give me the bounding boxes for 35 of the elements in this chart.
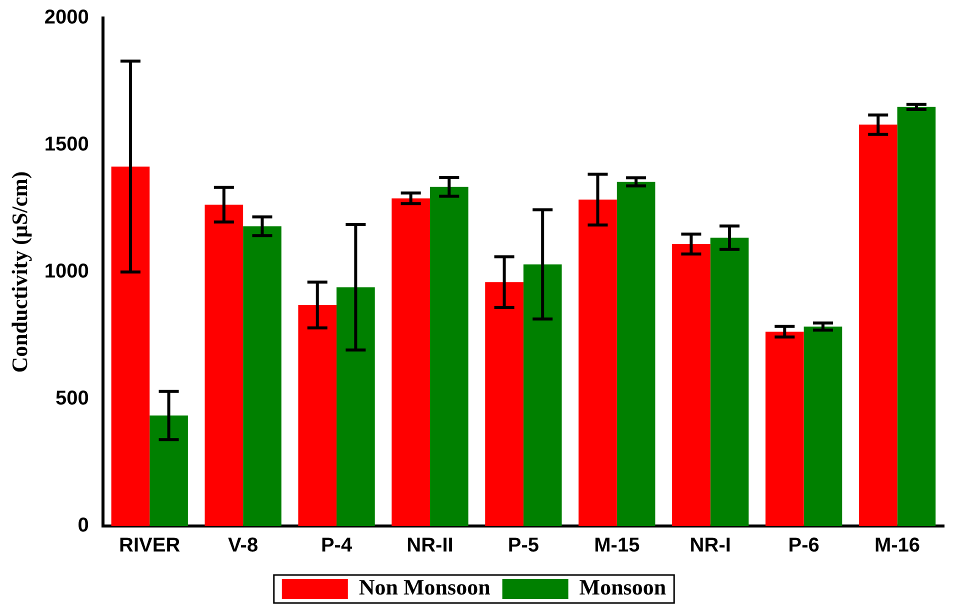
bar	[336, 287, 375, 526]
bar	[804, 326, 842, 526]
x-tick-label: P-6	[788, 534, 820, 557]
bar	[430, 186, 468, 526]
x-tick-label: M-15	[594, 534, 640, 557]
x-tick-label: M-16	[874, 534, 920, 557]
y-tick-label: 500	[56, 388, 89, 410]
bar	[485, 282, 524, 526]
legend-label: Non Monsoon	[358, 574, 490, 600]
bar	[766, 332, 804, 526]
legend-label: Monsoon	[579, 574, 666, 600]
bar	[150, 416, 188, 526]
bar	[204, 204, 244, 526]
y-tick-label: 2000	[44, 6, 89, 29]
x-tick-label: RIVER	[119, 534, 181, 557]
x-tick-label: P-4	[320, 534, 353, 557]
y-axis-title: Conductivity (µS/cm)	[6, 171, 32, 373]
bar	[392, 198, 430, 526]
bar	[858, 124, 898, 526]
x-tick-label: P-5	[508, 534, 540, 557]
bar	[672, 244, 710, 526]
bar	[523, 264, 562, 526]
bar	[243, 226, 282, 526]
x-tick-label: NR-II	[406, 534, 454, 557]
bar	[111, 166, 150, 526]
y-tick-label: 1500	[44, 134, 89, 156]
y-tick-label: 0	[78, 514, 89, 537]
bar	[710, 238, 749, 526]
bar	[897, 106, 936, 526]
x-tick-label: NR-I	[690, 534, 731, 557]
bar	[616, 182, 656, 526]
y-tick-label: 1000	[44, 260, 89, 283]
bar	[298, 305, 337, 526]
bar	[578, 200, 617, 526]
x-tick-label: V-8	[228, 534, 258, 557]
